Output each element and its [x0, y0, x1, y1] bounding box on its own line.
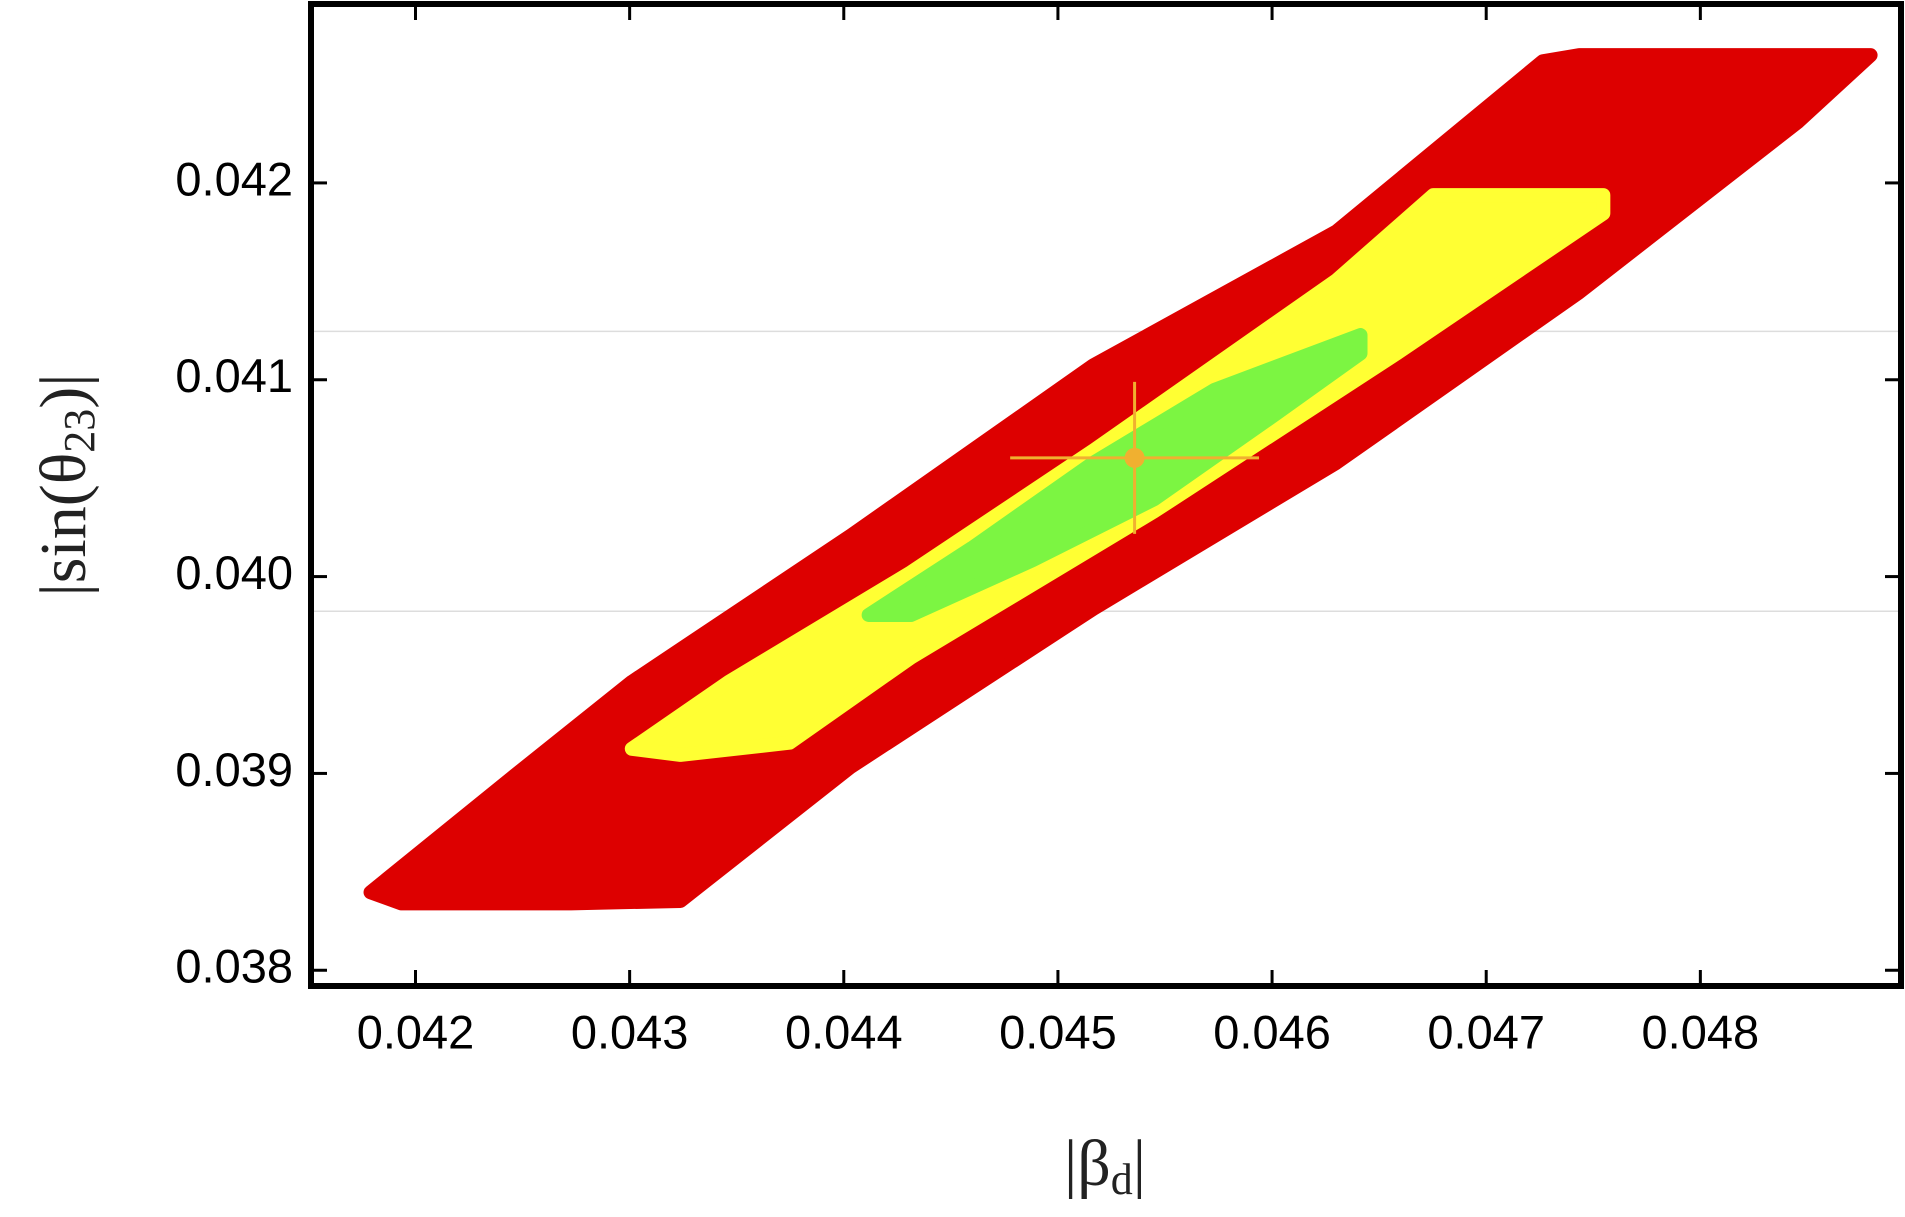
x-tick-label: 0.042: [357, 1005, 475, 1058]
x-tick-label: 0.043: [571, 1005, 689, 1058]
x-label-part: |: [1133, 1127, 1146, 1200]
y-tick-label: 0.040: [175, 546, 293, 599]
y-tick-label: 0.041: [175, 349, 293, 402]
x-tick-label: 0.045: [999, 1005, 1117, 1058]
y-tick-label: 0.038: [175, 940, 293, 993]
x-label-part: d: [1111, 1155, 1133, 1204]
x-label-part: |β: [1064, 1127, 1111, 1200]
x-tick-label: 0.048: [1642, 1005, 1760, 1058]
x-tick-label: 0.044: [785, 1005, 903, 1058]
x-tick-label: 0.047: [1427, 1005, 1545, 1058]
x-axis-label: |βd|: [1064, 1127, 1146, 1204]
y-tick-label: 0.042: [175, 152, 293, 205]
y-label-part: |sin(θ: [27, 453, 100, 597]
scatter-region: [861, 328, 1368, 622]
y-label-part: 23: [55, 409, 104, 453]
y-tick-label: 0.039: [175, 743, 293, 796]
central-point: [1124, 447, 1145, 468]
y-axis-label: |sin(θ23)|: [27, 373, 104, 596]
x-tick-label: 0.046: [1213, 1005, 1331, 1058]
plot-frame: [308, 1, 1904, 989]
y-label-part: )|: [27, 373, 100, 408]
